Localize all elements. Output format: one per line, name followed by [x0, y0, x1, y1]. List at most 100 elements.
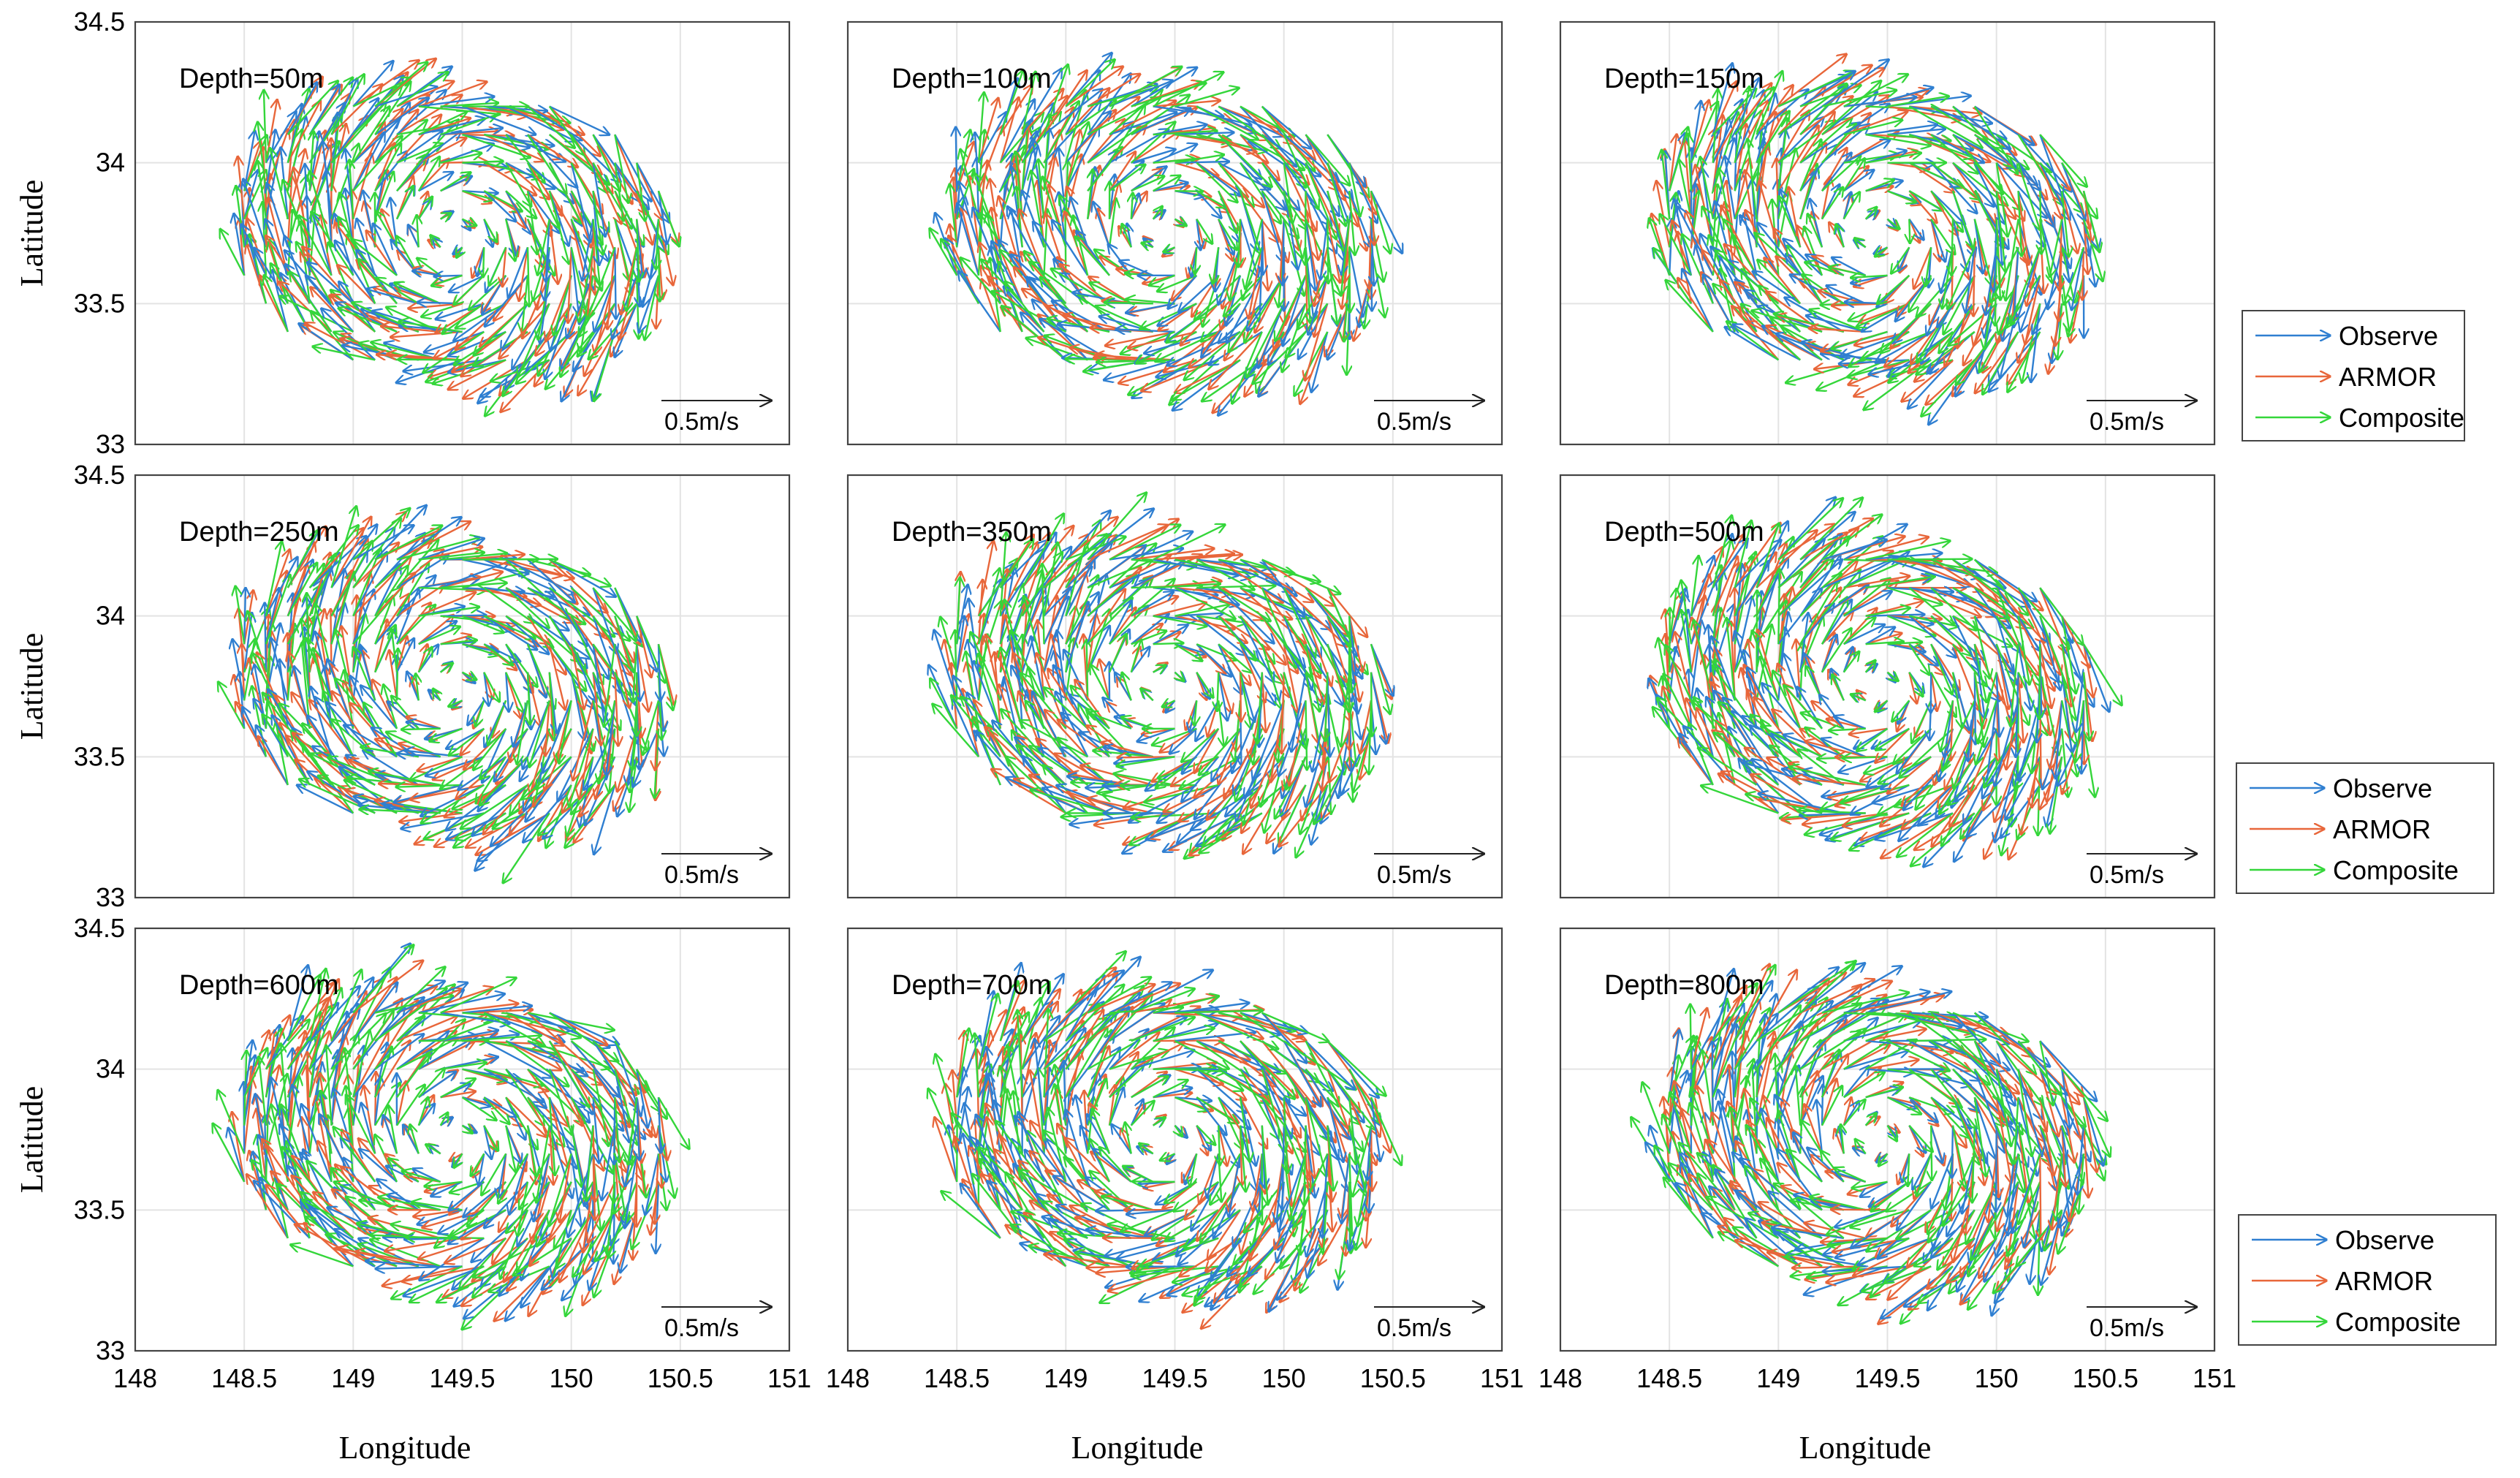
vector-observe	[546, 219, 550, 282]
vector-composite	[455, 303, 506, 328]
vector-composite	[1886, 218, 1900, 230]
vector-composite	[431, 274, 463, 286]
vector-armor	[1821, 148, 1847, 192]
x-tick-label: 148.5	[211, 1363, 277, 1393]
vector-observe	[418, 132, 461, 164]
vector-composite	[1153, 1118, 1166, 1126]
vector-observe	[527, 105, 582, 140]
y-tick-label: 33	[96, 882, 125, 912]
vector-observe	[352, 132, 384, 192]
vector-observe	[582, 219, 594, 281]
vector-armor	[526, 162, 562, 216]
vector-composite	[570, 134, 607, 192]
vector-composite	[426, 1145, 441, 1155]
x-tick-label: 148	[1538, 1363, 1582, 1393]
vector-observe	[374, 87, 437, 107]
vector-observe	[949, 1126, 958, 1182]
vector-armor	[483, 162, 536, 195]
vector-observe	[254, 248, 289, 304]
vector-observe	[1951, 615, 1979, 671]
vector-composite	[286, 81, 338, 135]
x-tick-label: 148	[113, 1363, 157, 1393]
vector-observe	[396, 90, 446, 135]
vector-composite	[330, 75, 365, 135]
vector-observe	[243, 131, 255, 192]
vector-composite	[1747, 139, 1758, 219]
y-axis-label: Latitude	[14, 1086, 50, 1194]
vector-observe	[527, 162, 574, 203]
depth-label: Depth=700m	[892, 970, 1052, 1001]
vector-observe	[1952, 1125, 1953, 1178]
vector-observe	[636, 162, 669, 223]
vector-observe	[508, 246, 529, 298]
depth-label: Depth=600m	[179, 970, 339, 1001]
vector-composite	[1349, 247, 1350, 312]
vector-observe	[1842, 647, 1853, 673]
vector-composite	[1865, 1087, 1903, 1099]
axes-frame	[134, 20, 791, 446]
vector-armor	[374, 143, 395, 192]
vector-armor	[265, 1015, 290, 1070]
y-axis-label: Latitude	[14, 180, 50, 287]
vector-armor	[366, 231, 398, 276]
vector-observe	[1822, 784, 1888, 797]
scale-label: 0.5m/s	[2090, 1314, 2164, 1342]
vector-observe	[1130, 647, 1150, 673]
depth-label: Depth=250m	[179, 517, 339, 547]
vector-composite	[1973, 219, 1992, 286]
vector-armor	[502, 247, 506, 287]
x-tick-label: 150.5	[648, 1363, 713, 1393]
vector-armor	[381, 326, 441, 333]
legend-label-composite: Composite	[2339, 403, 2464, 433]
vector-composite	[1909, 219, 1910, 243]
vector-composite	[657, 190, 679, 246]
vector-composite	[992, 292, 1066, 333]
legend-label-observe: Observe	[2333, 773, 2432, 803]
vector-observe	[1131, 970, 1213, 1014]
x-tick-label: 148	[826, 1363, 870, 1393]
depth-label: Depth=50m	[179, 64, 324, 94]
depth-label: Depth=150m	[1604, 64, 1764, 94]
vector-armor	[265, 129, 288, 192]
vector-observe	[254, 665, 267, 729]
vector-composite	[264, 90, 266, 163]
vector-armor	[568, 247, 572, 322]
vector-composite	[462, 190, 494, 200]
vector-composite	[457, 247, 463, 257]
legend-label-armor: ARMOR	[2333, 814, 2431, 844]
y-axis-label: Latitude	[14, 633, 50, 740]
vector-composite	[474, 303, 528, 355]
vector-composite	[1305, 191, 1306, 265]
vector-armor	[578, 331, 616, 395]
vector-composite	[579, 275, 616, 337]
vector-composite	[548, 162, 581, 224]
vector-observe	[1843, 992, 1929, 1014]
vector-observe	[570, 162, 591, 243]
vector-armor	[1131, 596, 1178, 617]
vector-armor	[293, 167, 311, 248]
vector-composite	[1349, 644, 1350, 711]
y-tick-label: 34	[96, 1054, 125, 1084]
vector-armor	[1908, 162, 1954, 193]
vector-composite	[1242, 246, 1263, 300]
vector-armor	[265, 1066, 279, 1126]
vector-composite	[461, 219, 477, 226]
legend-label-composite: Composite	[2335, 1307, 2461, 1337]
vector-armor	[352, 61, 419, 107]
vector-observe	[352, 119, 399, 164]
vector-observe	[505, 162, 555, 189]
vector-observe	[308, 85, 340, 135]
vector-armor	[448, 359, 506, 389]
vector-observe	[505, 105, 575, 142]
vector-armor	[464, 727, 507, 770]
vector-composite	[462, 133, 531, 158]
vector-armor	[592, 162, 622, 224]
x-tick-label: 149.5	[1854, 1363, 1920, 1393]
vector-composite	[1690, 1004, 1691, 1069]
vector-composite	[614, 672, 648, 751]
vector-observe	[418, 118, 485, 136]
